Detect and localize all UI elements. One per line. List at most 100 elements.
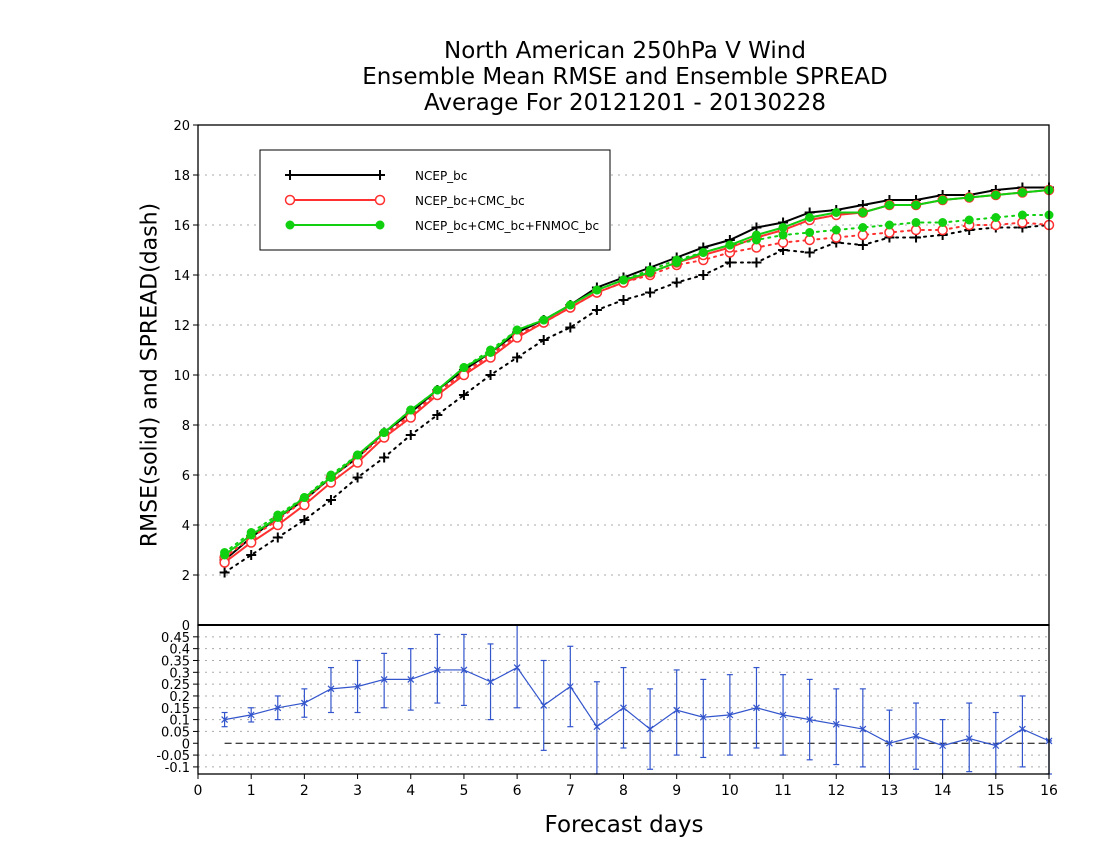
xtick-label-9: 9 (672, 783, 681, 799)
legend-marker-right-ncep-bc-cmc-bc (374, 194, 386, 206)
diff-point-21 (779, 711, 787, 719)
series-ncep-bc-cmc-bc-fnmoc-bc-rmse-point-14 (592, 285, 602, 295)
series-ncep-bc-spread-point-15 (618, 295, 629, 305)
diff-point-14 (593, 723, 601, 731)
diff-point-26 (912, 732, 920, 740)
series-ncep-bc-cmc-bc-fnmoc-bc-rmse-point-3 (299, 493, 309, 502)
series-ncep-bc-cmc-bc-fnmoc-bc-spread-point-22 (805, 228, 815, 237)
bottom-ytick-label-4: 0.25 (161, 678, 190, 693)
diff-point-24 (859, 725, 867, 733)
xtick-label-0: 0 (194, 783, 203, 799)
series-ncep-bc-cmc-bc-fnmoc-bc-rmse-point-5 (353, 450, 363, 460)
diff-point-27 (939, 742, 947, 750)
series-ncep-bc-cmc-bc-fnmoc-bc-rmse-point-19 (725, 240, 735, 250)
diff-point-3 (300, 699, 308, 707)
diff-point-5 (354, 683, 361, 690)
diff-series-line (224, 666, 1050, 747)
series-ncep-bc-spread-point-7 (405, 430, 416, 440)
series-ncep-bc-cmc-bc-fnmoc-bc-rmse-point-30 (1017, 188, 1027, 197)
xtick-label-1: 1 (247, 783, 256, 799)
series-ncep-bc-cmc-bc-fnmoc-bc-rmse-point-11 (512, 325, 522, 335)
diff-point-17 (673, 706, 681, 714)
diff-point-7 (407, 675, 415, 683)
bottom-ytick-label-9: 0 (182, 737, 190, 752)
top-ytick-label-0: 2 (182, 569, 190, 584)
series-ncep-bc-spread-point-2 (272, 532, 283, 543)
series-ncep-bc-spread-point-11 (512, 352, 523, 363)
series-ncep-bc-cmc-bc-fnmoc-bc-rmse-point-8 (432, 385, 442, 395)
series-ncep-bc-spread-point-9 (458, 390, 469, 400)
legend-marker-left-ncep-bc-cmc-bc-fnmoc-bc (285, 220, 295, 230)
legend-label-ncep-bc-cmc-bc: NCEP_bc+CMC_bc (415, 194, 525, 208)
series-ncep-bc-spread-point-22 (804, 247, 815, 258)
series-ncep-bc-cmc-bc-fnmoc-bc-rmse-point-2 (273, 513, 283, 522)
xtick-label-15: 15 (987, 783, 1005, 799)
xtick-label-2: 2 (300, 783, 309, 799)
diff-point-13 (566, 683, 574, 690)
series-ncep-bc-cmc-bc-fnmoc-bc-rmse-point-26 (911, 200, 921, 210)
series-ncep-bc-cmc-bc-fnmoc-bc-rmse-point-20 (751, 230, 761, 240)
bottom-top-label: 0 (182, 619, 190, 634)
bottom-ytick-label-2: 0.35 (161, 654, 190, 669)
diff-point-12 (540, 701, 548, 709)
series-ncep-bc-cmc-bc-fnmoc-bc-rmse-point-25 (884, 200, 894, 210)
diff-point-25 (886, 739, 893, 747)
legend-label-ncep-bc-cmc-bc-fnmoc-bc: NCEP_bc+CMC_bc+FNMOC_bc (415, 219, 599, 233)
series-ncep-bc-cmc-bc-fnmoc-bc-spread-point-27 (938, 218, 948, 227)
series-ncep-bc-cmc-bc-fnmoc-bc-spread-point-29 (991, 213, 1001, 222)
legend-marker-right-ncep-bc-cmc-bc-fnmoc-bc (375, 220, 385, 230)
series-ncep-bc-cmc-bc-fnmoc-bc-rmse-point-0 (220, 550, 230, 560)
legend-label-ncep-bc: NCEP_bc (415, 169, 467, 183)
series-ncep-bc-cmc-bc-fnmoc-bc-rmse-point-29 (991, 190, 1001, 200)
chart-title-line-2: Ensemble Mean RMSE and Ensemble SPREAD (362, 64, 888, 90)
bottom-ytick-label-6: 0.15 (161, 702, 190, 717)
series-ncep-bc-cmc-bc-fnmoc-bc-rmse-point-15 (619, 275, 628, 285)
x-axis-label: Forecast days (544, 812, 704, 838)
series-ncep-bc-cmc-bc-fnmoc-bc-rmse-point-4 (326, 473, 336, 482)
legend-marker-right-ncep-bc (375, 170, 385, 180)
series-ncep-bc-cmc-bc-fnmoc-bc-spread-point-24 (858, 223, 868, 232)
series-ncep-bc-spread-point-12 (538, 335, 549, 345)
series-ncep-bc-cmc-bc-fnmoc-bc-rmse-point-6 (379, 428, 389, 437)
diff-point-2 (274, 704, 282, 712)
series-ncep-bc-cmc-bc-fnmoc-bc-rmse-point-22 (805, 213, 815, 222)
xtick-label-6: 6 (513, 783, 522, 799)
legend-marker-left-ncep-bc (285, 170, 295, 180)
series-ncep-bc-spread-point-19 (724, 257, 735, 268)
series-ncep-bc-cmc-bc-fnmoc-bc-rmse-point-24 (858, 208, 868, 217)
diff-point-29 (992, 742, 1000, 750)
bottom-ytick-label-11: -0.1 (165, 761, 190, 776)
diff-point-28 (965, 735, 973, 742)
series-ncep-bc-cmc-bc-fnmoc-bc-spread-point-21 (778, 230, 788, 240)
chart-title-line-1: North American 250hPa V Wind (444, 38, 806, 64)
top-ytick-label-7: 16 (173, 219, 190, 234)
series-ncep-bc-cmc-bc-fnmoc-bc-spread-line (223, 214, 1050, 554)
top-ytick-label-6: 14 (173, 269, 190, 284)
top-ytick-label-1: 4 (182, 519, 190, 534)
diff-point-6 (380, 675, 388, 683)
bottom-ytick-label-3: 0.3 (169, 666, 190, 681)
series-ncep-bc-cmc-bc-fnmoc-bc-rmse-point-1 (246, 530, 256, 540)
series-ncep-bc-cmc-bc-fnmoc-bc-rmse-point-27 (938, 195, 948, 205)
bottom-ytick-label-5: 0.2 (169, 690, 190, 705)
diff-point-16 (646, 725, 654, 733)
bottom-ytick-label-10: -0.05 (156, 749, 190, 764)
series-ncep-bc-spread-point-4 (325, 495, 336, 505)
series-ncep-bc-spread-point-16 (645, 287, 656, 298)
series-ncep-bc-cmc-bc-fnmoc-bc-rmse-point-23 (831, 208, 841, 217)
diff-point-1 (247, 711, 255, 719)
bottom-ytick-label-8: 0.05 (161, 725, 190, 740)
series-ncep-bc-spread-point-17 (671, 277, 682, 288)
xtick-label-7: 7 (566, 783, 575, 799)
series-ncep-bc-spread-point-10 (485, 370, 496, 380)
series-ncep-bc-spread-point-0 (219, 567, 230, 578)
xtick-label-13: 13 (881, 783, 899, 799)
diff-point-15 (620, 704, 627, 712)
series-ncep-bc-cmc-bc-fnmoc-bc-rmse-point-18 (698, 248, 708, 257)
diff-point-22 (806, 716, 814, 724)
diff-point-18 (699, 713, 707, 721)
diff-point-8 (433, 666, 441, 674)
series-ncep-bc-cmc-bc-fnmoc-bc-spread-point-28 (964, 215, 974, 225)
